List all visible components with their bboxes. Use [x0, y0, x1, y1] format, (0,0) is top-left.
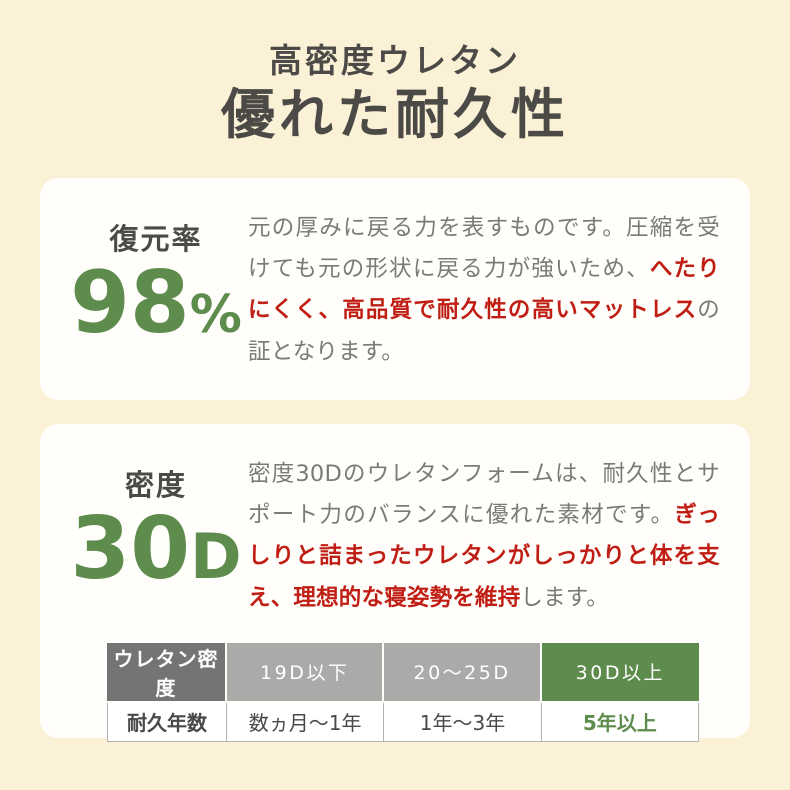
- table-header-20-25d: 20〜25D: [384, 642, 542, 703]
- density-text-before: 密度30Dのウレタンフォームは、耐久性とサポート力のバランスに優れた素材です。: [248, 461, 720, 529]
- density-row: 密度 30D 密度30Dのウレタンフォームは、耐久性とサポート力のバランスに優れ…: [70, 454, 720, 619]
- table-header-30d: 30D以上: [541, 642, 699, 703]
- density-stat: 密度 30D: [70, 454, 242, 594]
- density-number: 30: [70, 499, 191, 600]
- restore-rate-row: 復元率 98% 元の厚みに戻る力を表すものです。圧縮を受けても元の形状に戻る力が…: [70, 208, 720, 373]
- restore-text-highlight: へたりにくく、高品質で耐久性の高いマットレス: [248, 256, 720, 324]
- restore-rate-description: 元の厚みに戻る力を表すものです。圧縮を受けても元の形状に戻る力が強いため、へたり…: [248, 208, 720, 373]
- restore-text-after: の証となります。: [248, 297, 720, 365]
- page-subtitle: 高密度ウレタン: [269, 41, 521, 80]
- restore-rate-card: 復元率 98% 元の厚みに戻る力を表すものです。圧縮を受けても元の形状に戻る力が…: [40, 178, 750, 401]
- page-title: 優れた耐久性: [221, 83, 569, 147]
- table-header-density: ウレタン密度: [107, 642, 228, 703]
- table-cell-durability-30d: 5年以上: [541, 702, 699, 742]
- table-header-row: ウレタン密度 19D以下 20〜25D 30D以上: [107, 642, 699, 703]
- restore-rate-number: 98: [70, 253, 190, 354]
- density-label: 密度: [124, 468, 187, 503]
- density-comparison-table: ウレタン密度 19D以下 20〜25D 30D以上 耐久年数 数ヵ月〜1年 1年…: [107, 642, 699, 742]
- restore-rate-value: 98%: [70, 258, 242, 348]
- density-text-highlight: ぎっしりと詰まったウレタンがしっかりと体を支え、理想的な寝姿勢を維持: [248, 502, 720, 611]
- restore-rate-stat: 復元率 98%: [70, 208, 242, 348]
- table-cell-durability-19d: 数ヵ月〜1年: [227, 702, 385, 742]
- restore-text-before: 元の厚みに戻る力を表すものです。圧縮を受けても元の形状に戻る力が強いため、: [248, 215, 720, 283]
- title-block: 高密度ウレタン 優れた耐久性: [0, 0, 790, 148]
- table-data-row: 耐久年数 数ヵ月〜1年 1年〜3年 5年以上: [107, 702, 699, 742]
- table-cell-durability-20-25d: 1年〜3年: [384, 702, 542, 742]
- density-card: 密度 30D 密度30Dのウレタンフォームは、耐久性とサポート力のバランスに優れ…: [40, 424, 750, 742]
- density-text-after: します。: [520, 584, 609, 611]
- density-value: 30D: [70, 504, 242, 594]
- restore-rate-unit: %: [189, 285, 242, 346]
- density-unit: D: [190, 520, 242, 594]
- table-header-19d: 19D以下: [227, 642, 385, 703]
- density-description: 密度30Dのウレタンフォームは、耐久性とサポート力のバランスに優れた素材です。ぎ…: [248, 454, 720, 619]
- restore-rate-label: 復元率: [109, 222, 203, 257]
- table-cell-durability-label: 耐久年数: [107, 702, 228, 742]
